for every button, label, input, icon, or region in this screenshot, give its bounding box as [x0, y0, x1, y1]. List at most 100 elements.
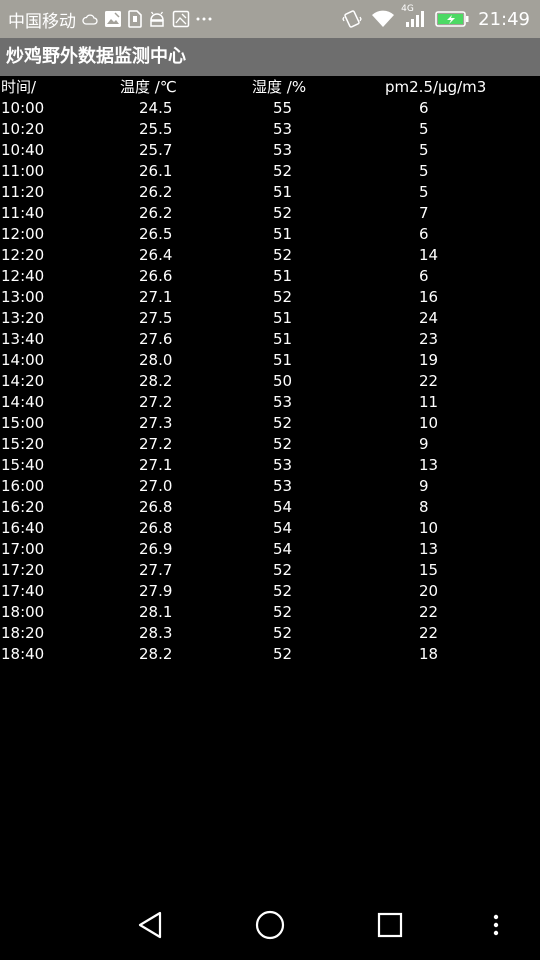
- cell-temperature: 24.5: [139, 98, 172, 119]
- cell-humidity: 52: [273, 602, 292, 623]
- cell-time: 12:00: [1, 224, 44, 245]
- header-temperature: 温度 /℃: [120, 77, 177, 98]
- table-row: 17:00 26.9 54 13: [0, 539, 540, 560]
- table-row: 15:40 27.1 53 13: [0, 455, 540, 476]
- table-row: 12:40 26.6 51 6: [0, 266, 540, 287]
- cell-temperature: 26.8: [139, 497, 172, 518]
- navigation-bar: [0, 890, 540, 960]
- cell-pm25: 15: [419, 560, 438, 581]
- table-row: 11:00 26.1 52 5: [0, 161, 540, 182]
- table-row: 18:40 28.2 52 18: [0, 644, 540, 665]
- cell-temperature: 27.6: [139, 329, 172, 350]
- cell-temperature: 26.8: [139, 518, 172, 539]
- cell-time: 15:00: [1, 413, 44, 434]
- carrier-name: 中国移动: [8, 7, 76, 32]
- cellular-signal-icon: 4G: [404, 10, 426, 28]
- cell-pm25: 5: [419, 161, 429, 182]
- cell-humidity: 53: [273, 392, 292, 413]
- cell-temperature: 26.2: [139, 182, 172, 203]
- cell-humidity: 51: [273, 224, 292, 245]
- cell-pm25: 7: [419, 203, 429, 224]
- cell-humidity: 52: [273, 245, 292, 266]
- cell-temperature: 26.1: [139, 161, 172, 182]
- table-row: 14:20 28.2 50 22: [0, 371, 540, 392]
- cell-temperature: 27.3: [139, 413, 172, 434]
- cell-pm25: 5: [419, 182, 429, 203]
- cell-pm25: 9: [419, 434, 429, 455]
- home-circle-icon: [255, 910, 285, 940]
- cell-humidity: 54: [273, 518, 292, 539]
- table-row: 10:00 24.5 55 6: [0, 98, 540, 119]
- cell-temperature: 28.1: [139, 602, 172, 623]
- cell-time: 13:20: [1, 308, 44, 329]
- table-row: 12:20 26.4 52 14: [0, 245, 540, 266]
- cell-humidity: 52: [273, 434, 292, 455]
- network-type-label: 4G: [401, 4, 414, 14]
- table-row: 12:00 26.5 51 6: [0, 224, 540, 245]
- cell-time: 18:20: [1, 623, 44, 644]
- cell-pm25: 13: [419, 539, 438, 560]
- table-row: 10:20 25.5 53 5: [0, 119, 540, 140]
- cell-temperature: 26.2: [139, 203, 172, 224]
- battery-charging-icon: [435, 10, 469, 28]
- cell-humidity: 54: [273, 539, 292, 560]
- cell-pm25: 19: [419, 350, 438, 371]
- cell-humidity: 52: [273, 203, 292, 224]
- table-row: 16:40 26.8 54 10: [0, 518, 540, 539]
- app-title-bar: 炒鸡野外数据监测中心: [0, 38, 540, 76]
- cell-humidity: 52: [273, 287, 292, 308]
- cell-temperature: 27.2: [139, 392, 172, 413]
- cell-temperature: 27.2: [139, 434, 172, 455]
- back-triangle-icon: [137, 911, 163, 939]
- cell-time: 16:40: [1, 518, 44, 539]
- cell-time: 13:00: [1, 287, 44, 308]
- clock: 21:49: [478, 9, 530, 30]
- cell-time: 17:40: [1, 581, 44, 602]
- back-button[interactable]: [120, 890, 180, 960]
- cell-time: 17:20: [1, 560, 44, 581]
- cell-time: 14:40: [1, 392, 44, 413]
- cell-pm25: 22: [419, 371, 438, 392]
- cell-time: 12:40: [1, 266, 44, 287]
- table-row: 10:40 25.7 53 5: [0, 140, 540, 161]
- table-row: 18:00 28.1 52 22: [0, 602, 540, 623]
- cell-pm25: 6: [419, 224, 429, 245]
- cell-humidity: 53: [273, 476, 292, 497]
- cell-temperature: 28.0: [139, 350, 172, 371]
- cell-temperature: 25.5: [139, 119, 172, 140]
- table-row: 15:00 27.3 52 10: [0, 413, 540, 434]
- cell-pm25: 10: [419, 518, 438, 539]
- cell-temperature: 26.9: [139, 539, 172, 560]
- cell-humidity: 52: [273, 644, 292, 665]
- cell-humidity: 51: [273, 329, 292, 350]
- recent-apps-button[interactable]: [360, 890, 420, 960]
- home-button[interactable]: [240, 890, 300, 960]
- image-notification-icon: [104, 10, 122, 28]
- cell-temperature: 28.2: [139, 644, 172, 665]
- cell-humidity: 53: [273, 119, 292, 140]
- table-row: 13:00 27.1 52 16: [0, 287, 540, 308]
- cell-time: 16:20: [1, 497, 44, 518]
- cell-humidity: 55: [273, 98, 292, 119]
- table-row: 13:40 27.6 51 23: [0, 329, 540, 350]
- cell-pm25: 20: [419, 581, 438, 602]
- cell-temperature: 26.6: [139, 266, 172, 287]
- status-right: 4G 21:49: [342, 0, 530, 38]
- gallery-icon: [172, 10, 190, 28]
- cell-time: 10:00: [1, 98, 44, 119]
- overflow-menu-button[interactable]: [466, 890, 526, 960]
- cell-pm25: 5: [419, 140, 429, 161]
- table-row: 14:40 27.2 53 11: [0, 392, 540, 413]
- cell-time: 14:00: [1, 350, 44, 371]
- cell-time: 11:20: [1, 182, 44, 203]
- cell-temperature: 27.5: [139, 308, 172, 329]
- table-row: 16:20 26.8 54 8: [0, 497, 540, 518]
- table-header: 时间/ 温度 /℃ 湿度 /% pm2.5/μg/m3: [0, 77, 540, 98]
- cell-pm25: 9: [419, 476, 429, 497]
- cell-time: 10:20: [1, 119, 44, 140]
- header-pm25: pm2.5/μg/m3: [385, 77, 486, 98]
- cell-time: 11:00: [1, 161, 44, 182]
- table-row: 17:20 27.7 52 15: [0, 560, 540, 581]
- cell-humidity: 51: [273, 266, 292, 287]
